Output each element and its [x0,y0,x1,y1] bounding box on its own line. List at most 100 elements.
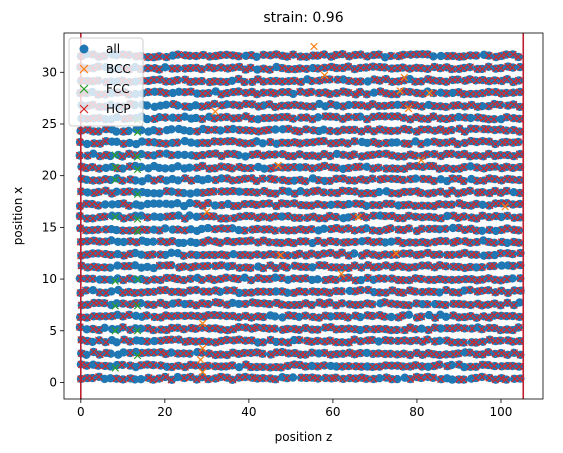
hcp-marker [259,264,268,272]
atom-point [362,348,371,358]
atom-point [142,101,152,110]
hcp-marker [223,174,231,183]
hcp-marker [259,287,267,296]
y-tick-label: 25 [42,117,57,131]
hcp-marker [94,127,102,136]
hcp-marker [246,276,255,284]
hcp-marker [236,126,244,134]
atom-point [387,237,396,246]
hcp-marker [187,263,195,272]
hcp-marker [204,126,213,134]
atom-point [296,187,305,196]
hcp-marker [144,288,152,296]
chart-title: strain: 0.96 [263,10,343,26]
hcp-marker [102,225,110,234]
hcp-marker [240,164,249,172]
hcp-marker [75,151,84,160]
hcp-marker [253,250,261,259]
hcp-marker [210,77,219,85]
hcp-marker [192,52,201,60]
atom-point [82,325,92,334]
hcp-marker [259,363,267,371]
hcp-marker [155,52,163,61]
hcp-marker [144,151,152,160]
hcp-marker [236,212,244,221]
hcp-marker [241,289,250,297]
hcp-marker [101,250,109,258]
hcp-marker [76,323,84,331]
hcp-marker [218,201,226,209]
atom-point [436,175,445,184]
hcp-marker [126,361,135,370]
atom-point [107,287,116,296]
atom-point [88,286,98,295]
hcp-marker [234,275,242,283]
hcp-marker [252,323,261,332]
hcp-marker [198,115,207,123]
hcp-marker [211,251,219,259]
hcp-marker [143,360,151,369]
hcp-marker [216,113,225,122]
hcp-marker [83,125,92,134]
hcp-marker [187,176,196,185]
hcp-marker [242,100,250,108]
atom-point [271,273,280,282]
hcp-marker [118,152,126,161]
hcp-marker [199,189,207,197]
hcp-marker [254,75,262,83]
atom-point [234,288,244,298]
hcp-marker [155,374,164,383]
hcp-marker [186,286,194,295]
hcp-marker [224,326,232,334]
hcp-marker [155,150,164,158]
hcp-marker [204,236,212,245]
hcp-marker [228,262,237,270]
x-tick-label: 100 [490,405,513,419]
hcp-marker [174,362,182,370]
atom-point [271,125,280,134]
hcp-marker [205,251,214,259]
hcp-marker [119,312,127,321]
hcp-marker [162,89,170,97]
atom-point [185,126,195,136]
atom-point [192,212,201,221]
hcp-marker [156,75,164,84]
hcp-marker [100,275,109,284]
hcp-marker [118,176,126,185]
hcp-marker [266,65,274,74]
atom-point [393,100,402,110]
hcp-marker [108,189,116,198]
hcp-marker [157,361,165,370]
atom-point [253,65,262,74]
hcp-marker [203,300,212,308]
x-tick-label: 60 [325,405,340,419]
atom-point [235,363,244,372]
hcp-marker [224,225,232,233]
hcp-marker [266,336,275,344]
atom-point [168,113,177,122]
hcp-marker [235,350,243,358]
atom-point [252,52,261,61]
atom-point [344,100,353,110]
atom-point [466,162,475,171]
hcp-marker [124,202,133,210]
hcp-marker [258,174,267,183]
atom-point [150,212,159,221]
y-tick-label: 10 [42,272,57,286]
atom-point [83,188,92,197]
hcp-marker [198,77,206,85]
hcp-marker [242,112,250,121]
atom-point [332,149,342,159]
atom-point [234,299,243,309]
hcp-marker [198,337,207,345]
atom-point [460,362,469,372]
atom-point [313,113,323,122]
atom-point [387,312,396,322]
hcp-marker [191,325,200,333]
atom-point [270,312,280,321]
hcp-marker [125,262,133,270]
hcp-marker [248,324,257,333]
hcp-marker [144,300,153,309]
hcp-marker [82,164,90,172]
hcp-marker [143,213,151,222]
